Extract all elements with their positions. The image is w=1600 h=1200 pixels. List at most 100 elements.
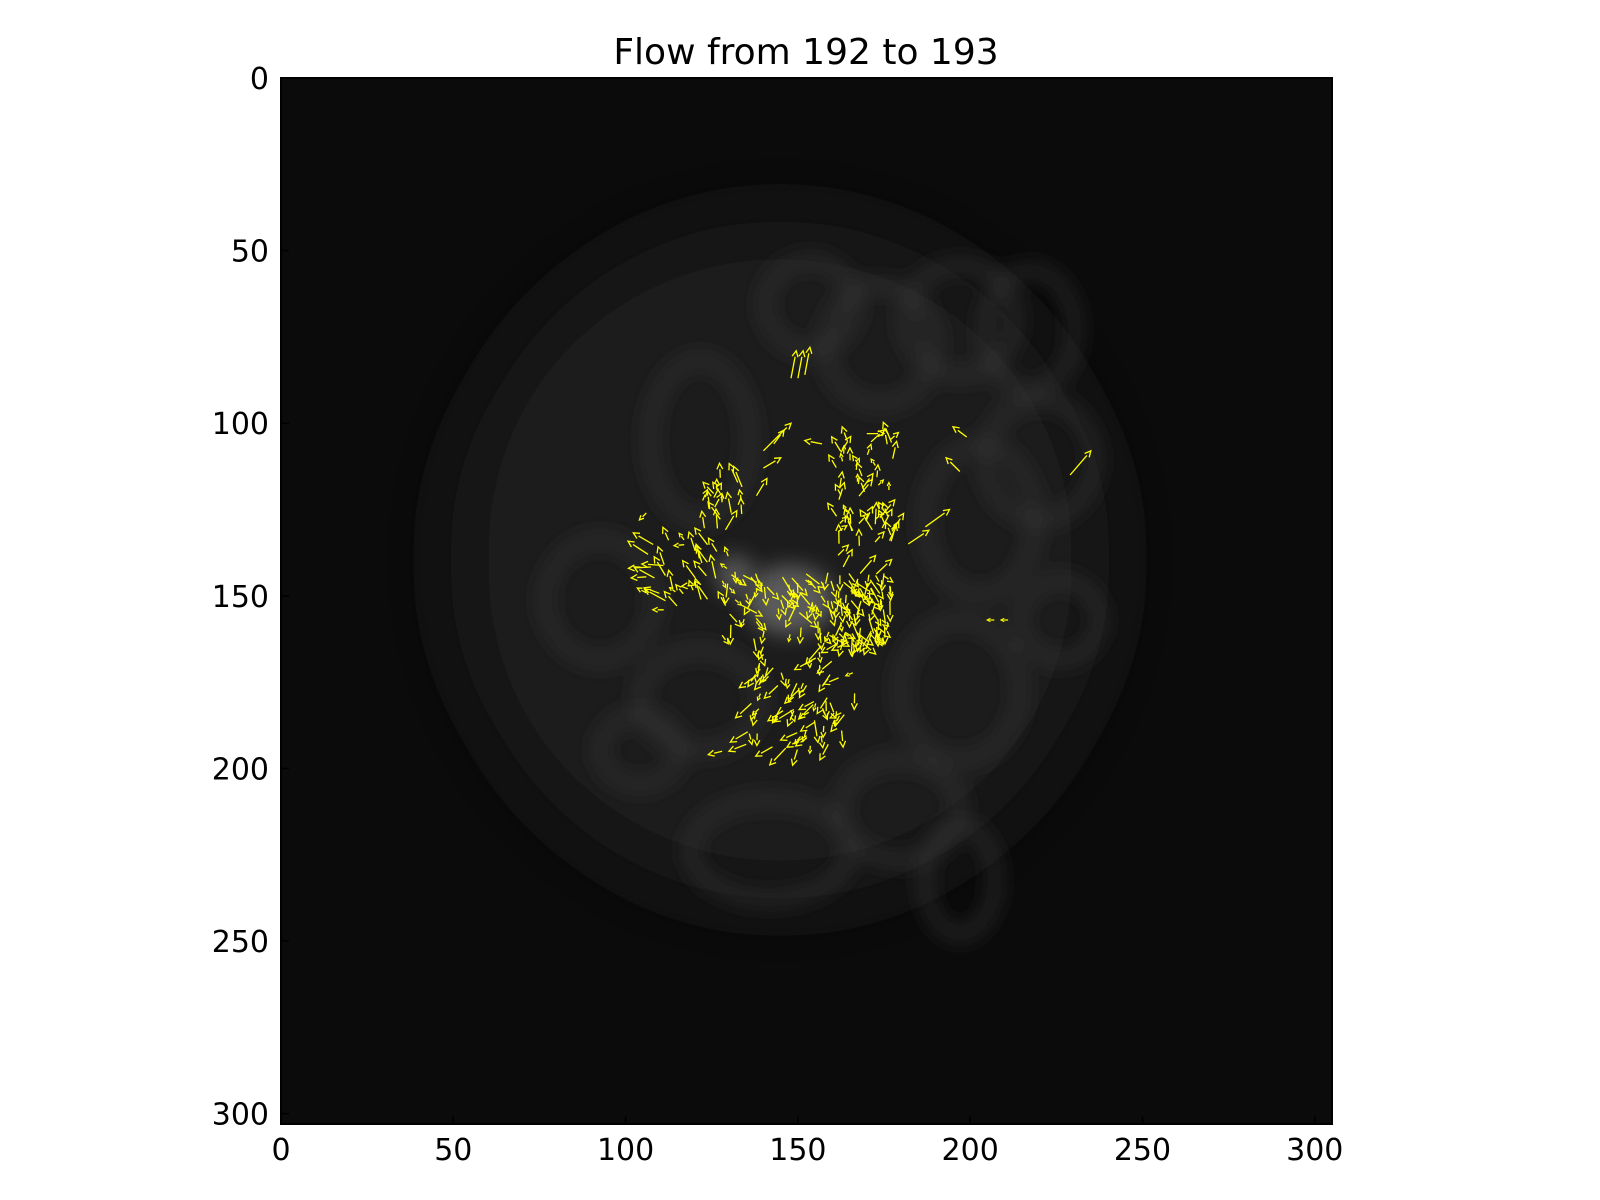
flow-arrow <box>724 491 733 513</box>
flow-arrow <box>693 560 707 577</box>
flow-arrow <box>838 598 846 624</box>
flow-arrow <box>798 685 808 699</box>
x-tick-label: 150 <box>769 1133 826 1168</box>
y-axis: 0 50 100 150 200 250 300 <box>212 62 289 1133</box>
flow-arrow <box>661 525 670 541</box>
y-tick-label: 0 <box>250 62 269 97</box>
flow-arrow <box>816 697 828 715</box>
flow-arrow <box>855 457 861 467</box>
flow-arrow <box>786 710 795 728</box>
flow-arrow <box>873 628 885 646</box>
flow-arrow <box>907 529 931 545</box>
flow-arrow <box>846 446 854 461</box>
flow-arrow <box>759 630 766 645</box>
flow-arrow <box>724 509 738 531</box>
flow-arrow <box>699 509 707 529</box>
flow-arrow <box>877 478 885 486</box>
flow-arrow <box>706 749 723 757</box>
glow-wide <box>450 220 1110 900</box>
flow-arrow <box>741 604 764 617</box>
flow-arrow <box>812 703 817 712</box>
flow-arrow <box>866 443 873 456</box>
flow-arrow <box>829 702 838 720</box>
flow-arrow <box>747 733 754 746</box>
flow-arrow <box>766 710 784 722</box>
flow-arrow <box>871 609 882 627</box>
flow-arrow <box>722 583 730 605</box>
flow-arrow <box>726 624 735 646</box>
flow-arrow <box>886 481 892 490</box>
flow-arrow <box>719 563 728 570</box>
flow-arrow <box>753 587 759 598</box>
flow-arrow <box>853 603 861 627</box>
y-tick-label: 300 <box>212 1098 269 1133</box>
flow-arrow <box>714 492 723 508</box>
flow-arrow <box>796 627 804 645</box>
flow-arrows <box>626 345 1092 767</box>
flow-arrow <box>702 481 715 494</box>
flow-arrow <box>880 498 896 518</box>
x-tick-label: 100 <box>597 1133 654 1168</box>
flow-arrow <box>638 512 647 521</box>
flow-arrow <box>707 536 718 552</box>
flow-arrow <box>828 607 837 627</box>
flow-arrow <box>666 568 674 590</box>
flow-arrow <box>754 746 773 757</box>
flow-arrow <box>848 573 860 588</box>
flow-arrow <box>626 540 649 555</box>
flow-arrow <box>854 627 862 653</box>
cell-outlines <box>541 256 1104 939</box>
flow-arrow <box>798 612 818 629</box>
flow-arrow <box>881 508 893 529</box>
flow-arrow <box>643 588 666 602</box>
flow-arrow <box>790 349 799 379</box>
flow-arrow <box>844 672 854 677</box>
flow-arrow <box>779 732 798 741</box>
x-tick-label: 250 <box>1114 1133 1171 1168</box>
flow-arrow <box>737 488 744 501</box>
flow-arrow <box>732 465 743 488</box>
flow-arrow <box>674 583 684 595</box>
flow-arrow <box>855 528 863 546</box>
flow-arrow <box>747 674 757 688</box>
flow-arrow <box>651 606 664 613</box>
flow-arrow <box>861 582 869 602</box>
flow-arrow <box>842 504 848 513</box>
flow-arrow <box>791 577 808 597</box>
flow-arrow <box>702 488 709 501</box>
flow-arrow <box>822 572 830 591</box>
flow-arrow <box>775 608 782 621</box>
flow-arrow <box>858 512 869 524</box>
plot-area <box>280 77 1333 1125</box>
flow-arrow <box>850 693 858 711</box>
flow-arrow <box>807 745 813 755</box>
flow-arrow <box>820 642 839 654</box>
flow-arrow <box>781 595 796 610</box>
flow-arrow <box>874 530 885 543</box>
flow-arrow <box>720 493 725 503</box>
flow-arrow <box>835 591 842 606</box>
flow-arrow <box>632 532 654 546</box>
flow-arrow <box>842 548 853 568</box>
flow-arrow <box>768 747 787 766</box>
flow-arrow <box>803 438 823 446</box>
flow-arrow <box>766 586 780 601</box>
flow-arrow <box>712 507 720 529</box>
flow-arrow <box>882 575 894 583</box>
flow-arrow <box>866 430 886 438</box>
flow-arrow <box>762 587 770 607</box>
flow-arrow <box>780 599 788 616</box>
flow-arrow <box>870 458 876 466</box>
microscopy-image <box>450 220 1110 939</box>
flow-arrow <box>816 665 823 676</box>
flow-arrow <box>729 613 742 628</box>
flow-arrow <box>869 579 884 600</box>
flow-arrow <box>721 634 730 645</box>
flow-arrow <box>826 502 838 517</box>
flow-arrow <box>999 617 1009 623</box>
flow-arrow <box>877 509 886 525</box>
flow-arrow <box>773 428 785 445</box>
flow-arrow <box>749 710 755 722</box>
flow-arrow <box>708 553 717 579</box>
chart-title: Flow from 192 to 193 <box>613 32 998 73</box>
